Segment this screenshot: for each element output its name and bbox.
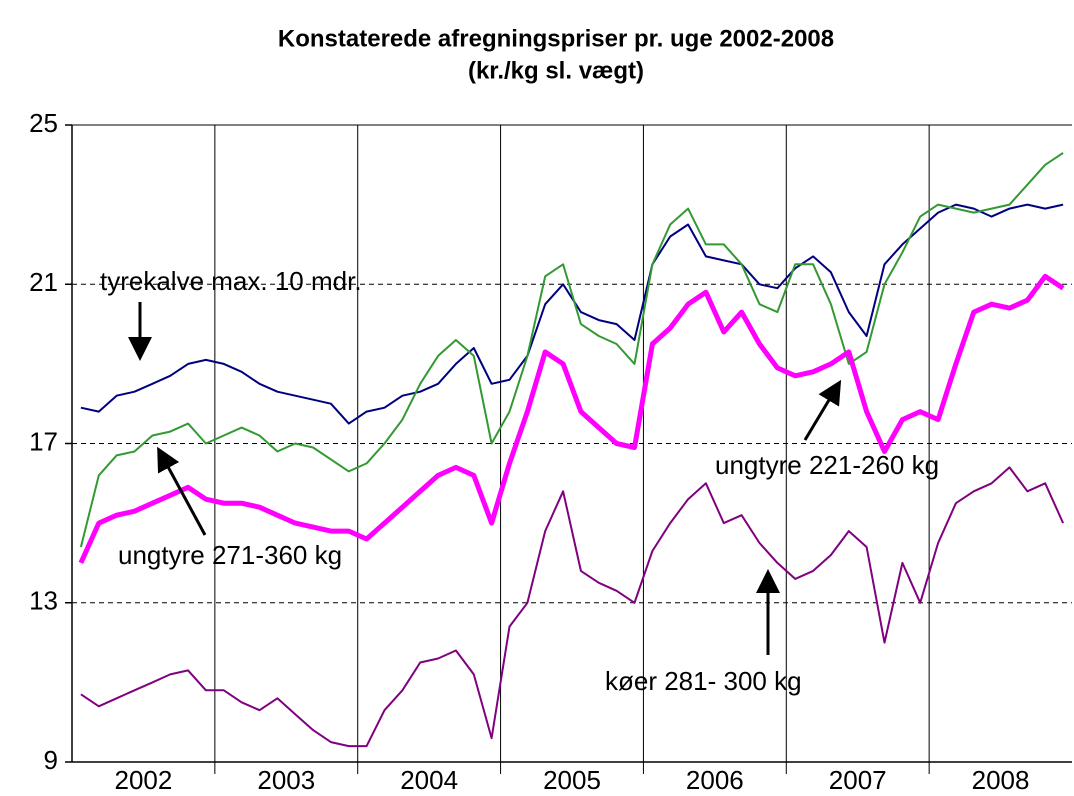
x-tick-label: 2002 <box>115 765 173 795</box>
x-tick-label: 2007 <box>829 765 887 795</box>
arrow <box>157 446 207 536</box>
plot-area: 9 13 17 21 25 2002 2003 2004 2005 2006 2007 2008 <box>29 108 1072 795</box>
annotation: ungtyre 221-260 kg <box>715 450 939 480</box>
annotation: tyrekalve max. 10 mdr. <box>100 266 362 296</box>
y-tick-label: 9 <box>44 745 58 775</box>
annotation: køer 281- 300 kg <box>605 666 802 696</box>
x-tick-label: 2006 <box>686 765 744 795</box>
arrow <box>803 379 842 441</box>
chart-subtitle: (kr./kg sl. vægt) <box>468 57 644 84</box>
x-tick-label: 2004 <box>400 765 458 795</box>
series-line <box>79 152 1064 548</box>
x-tick-label: 2005 <box>543 765 601 795</box>
y-tick-label: 21 <box>29 267 58 297</box>
y-tick-label: 25 <box>29 108 58 138</box>
y-tick-label: 13 <box>29 586 58 616</box>
series-line <box>80 466 1065 748</box>
x-tick-label: 2003 <box>257 765 315 795</box>
chart-title: Konstaterede afregningspriser pr. uge 20… <box>278 25 834 52</box>
annotation: ungtyre 271-360 kg <box>118 540 342 570</box>
y-tick-label: 17 <box>29 426 58 456</box>
series-line <box>78 273 1065 564</box>
x-tick-label: 2008 <box>972 765 1030 795</box>
series-line <box>80 203 1064 425</box>
annotations: tyrekalve max. 10 mdr. ungtyre 271-360 k… <box>100 266 939 696</box>
